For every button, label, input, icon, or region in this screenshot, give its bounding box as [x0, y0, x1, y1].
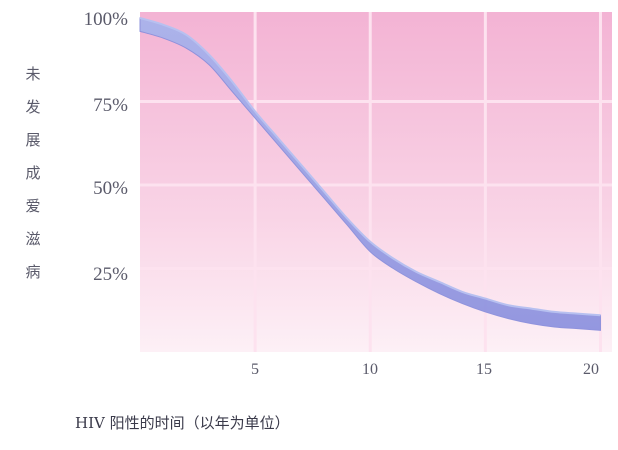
- x-axis-label: HIV 阳性的时间（以年为单位）: [75, 414, 290, 432]
- x-tick-label: 10: [362, 361, 378, 378]
- y-tick-label: 75%: [93, 95, 128, 116]
- y-axis-ticks: 100% 75% 50% 25%: [84, 9, 129, 285]
- y-tick-label: 100%: [84, 9, 129, 30]
- y-axis-label-char: 滋: [25, 230, 40, 248]
- x-tick-label: 15: [476, 361, 492, 378]
- x-tick-label: 20: [583, 361, 599, 378]
- x-tick-label: 5: [251, 361, 259, 378]
- y-axis-label-char: 爱: [25, 197, 40, 215]
- y-axis-label-char: 成: [25, 164, 40, 182]
- y-axis-label-char: 发: [25, 98, 40, 116]
- y-tick-label: 25%: [93, 264, 128, 285]
- y-tick-label: 50%: [93, 178, 128, 199]
- y-axis-label-char: 病: [25, 263, 40, 281]
- x-axis-ticks: 5 10 15 20: [251, 361, 599, 378]
- y-axis-label-char: 展: [25, 131, 40, 149]
- y-axis-label-char: 未: [25, 65, 40, 83]
